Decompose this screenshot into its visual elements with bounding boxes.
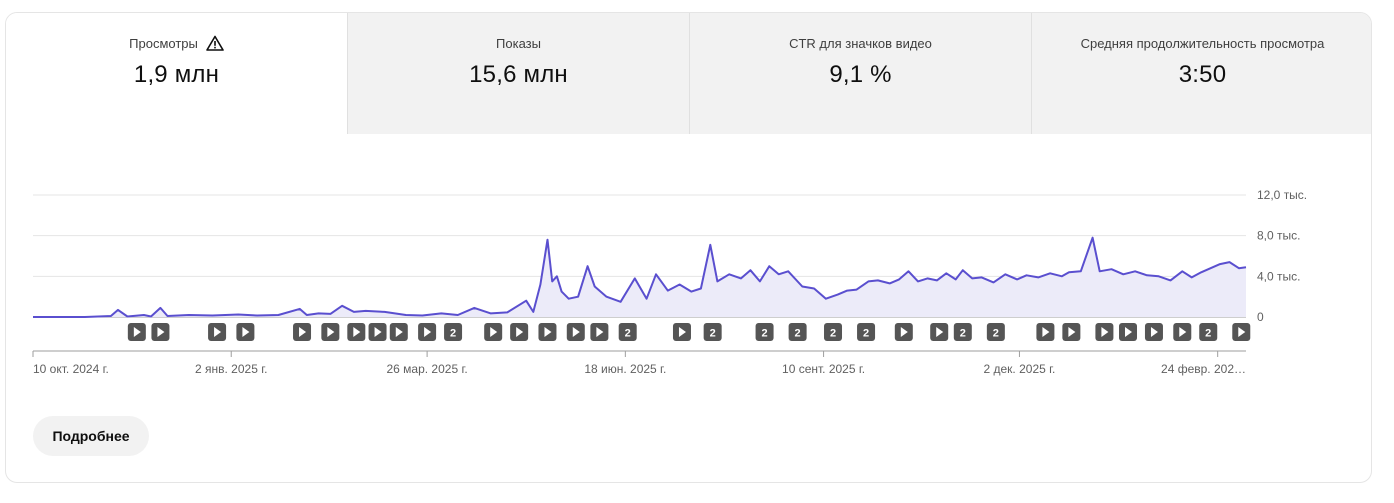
analytics-card: Просмотры 1,9 млн Показы 15,6 млн CTR дл… [5, 12, 1372, 483]
tab-ctr-label: CTR для значков видео [789, 35, 932, 51]
play-icon [353, 327, 361, 337]
video-group-count: 2 [450, 328, 456, 340]
views-chart[interactable]: 0 4,0 тыс. 8,0 тыс. 12,0 тыс. 2 2 2 2 2 2 2 2 2 2 10 о… [6, 13, 1372, 408]
play-icon [214, 327, 222, 337]
tab-impressions[interactable]: Показы 15,6 млн [347, 13, 689, 134]
play-icon [242, 327, 250, 337]
x-tick-label: 2 янв. 2025 г. [195, 362, 267, 376]
play-icon [1125, 327, 1133, 337]
tab-impressions-value: 15,6 млн [469, 61, 568, 88]
video-group-count: 2 [1205, 328, 1211, 340]
video-group-count: 2 [795, 328, 801, 340]
tab-ctr[interactable]: CTR для значков видео 9,1 % [689, 13, 1031, 134]
play-icon [133, 327, 141, 337]
play-icon [544, 327, 552, 337]
y-tick-label: 12,0 тыс. [1257, 188, 1307, 202]
x-tick-label: 24 февр. 202… [1161, 362, 1246, 376]
play-icon [374, 327, 382, 337]
video-group-count: 2 [762, 328, 768, 340]
x-tick-label: 10 окт. 2024 г. [33, 362, 109, 376]
tab-avg-duration[interactable]: Средняя продолжительность просмотра 3:50 [1031, 13, 1371, 134]
views-line [33, 236, 1247, 318]
x-tick-label: 26 мар. 2025 г. [386, 362, 467, 376]
video-group-count: 2 [960, 328, 966, 340]
x-tick-label: 2 дек. 2025 г. [984, 362, 1056, 376]
video-group-marker[interactable] [444, 323, 463, 341]
video-group-count: 2 [863, 328, 869, 340]
video-group-count: 2 [993, 328, 999, 340]
video-group-marker[interactable] [824, 323, 843, 341]
views-area [33, 237, 1246, 317]
tab-avg-duration-value: 3:50 [1178, 61, 1227, 88]
play-icon [678, 327, 686, 337]
play-icon [572, 327, 580, 337]
video-group-count: 2 [710, 328, 716, 340]
play-icon [1068, 327, 1076, 337]
play-icon [936, 327, 944, 337]
more-details-button[interactable]: Подробнее [33, 416, 149, 456]
video-group-marker[interactable] [788, 323, 807, 341]
video-group-marker[interactable] [1199, 323, 1218, 341]
video-group-marker[interactable] [618, 323, 637, 341]
tab-views[interactable]: Просмотры 1,9 млн [6, 13, 347, 134]
play-icon [1150, 327, 1158, 337]
tab-views-value: 1,9 млн [133, 61, 220, 88]
play-icon [516, 327, 524, 337]
play-icon [299, 327, 307, 337]
warning-triangle-icon[interactable] [206, 35, 224, 51]
play-icon [1042, 327, 1050, 337]
play-icon [395, 327, 403, 337]
video-group-marker[interactable] [755, 323, 774, 341]
play-icon [1101, 327, 1109, 337]
tab-impressions-label: Показы [496, 35, 541, 51]
video-group-count: 2 [830, 328, 836, 340]
play-icon [1179, 327, 1187, 337]
tab-views-label-row: Просмотры [129, 35, 224, 51]
metric-tabs: Просмотры 1,9 млн Показы 15,6 млн CTR дл… [6, 13, 1371, 134]
play-icon [424, 327, 432, 337]
x-tick-label: 18 июн. 2025 г. [584, 362, 666, 376]
video-group-count: 2 [625, 328, 631, 340]
tab-ctr-value: 9,1 % [829, 61, 892, 88]
video-group-marker[interactable] [953, 323, 972, 341]
video-group-marker[interactable] [857, 323, 876, 341]
play-icon [1238, 327, 1246, 337]
play-icon [596, 327, 604, 337]
y-tick-label: 8,0 тыс. [1257, 229, 1300, 243]
y-tick-label: 4,0 тыс. [1257, 269, 1300, 283]
tab-views-label: Просмотры [129, 35, 198, 51]
play-icon [490, 327, 498, 337]
play-icon [327, 327, 335, 337]
x-tick-label: 10 сент. 2025 г. [782, 362, 865, 376]
tab-avg-duration-label: Средняя продолжительность просмотра [1080, 35, 1325, 51]
play-icon [900, 327, 908, 337]
video-group-marker[interactable] [986, 323, 1005, 341]
play-icon [157, 327, 165, 337]
y-tick-label: 0 [1257, 310, 1264, 324]
video-group-marker[interactable] [703, 323, 722, 341]
